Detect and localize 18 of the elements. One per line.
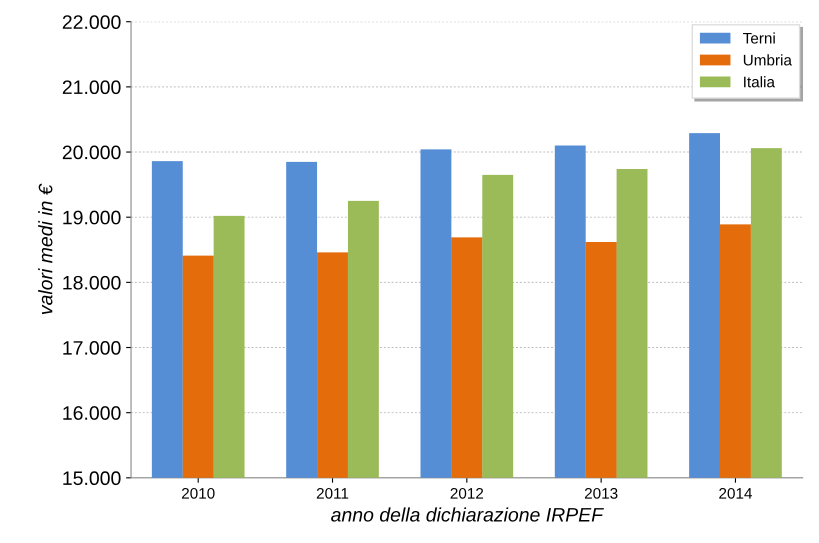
x-axis-title: anno della dichiarazione IRPEF (331, 507, 604, 522)
y-axis-title: valori medi in € (38, 184, 52, 314)
y-tick-label: 15.000 (63, 471, 121, 486)
y-tick-label: 16.000 (63, 406, 121, 420)
y-tick-label: 18.000 (63, 276, 121, 290)
x-tick-label: 2010 (182, 488, 215, 499)
y-tick-label: 17.000 (63, 340, 121, 355)
x-tick-label: 2014 (719, 488, 752, 499)
x-tick-label: 2012 (450, 488, 484, 499)
y-tick-label: 19.000 (63, 210, 121, 224)
y-tick-label: 20.000 (62, 146, 121, 160)
y-tick-label: 22.000 (62, 15, 121, 29)
legend-label: Italia (744, 76, 775, 88)
y-tick-label: 21.000 (62, 80, 121, 94)
x-tick-label: 2011 (316, 488, 348, 499)
legend-label: Umbria (744, 54, 792, 66)
x-tick-label: 2013 (584, 488, 618, 499)
legend-label: Terni (743, 32, 775, 44)
